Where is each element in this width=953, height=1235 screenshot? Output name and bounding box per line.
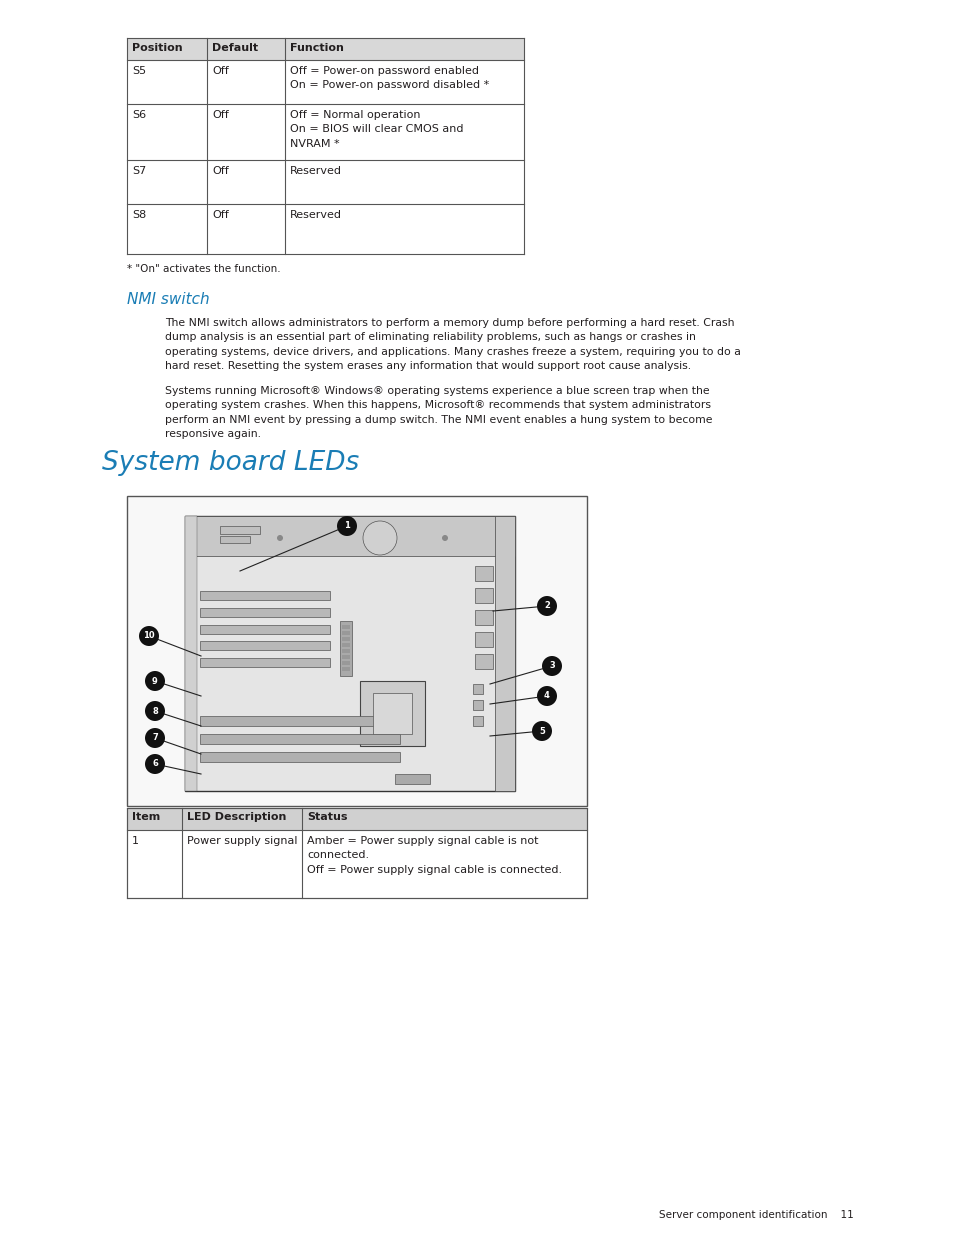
Bar [341, 661, 350, 664]
Text: Reserved: Reserved [290, 210, 341, 220]
Circle shape [532, 721, 552, 741]
Circle shape [363, 521, 396, 555]
Text: 8: 8 [152, 706, 157, 715]
Bar [341, 637, 350, 641]
Bar [127, 496, 586, 806]
Text: 1: 1 [132, 836, 139, 846]
Bar [185, 516, 196, 790]
Circle shape [145, 727, 165, 748]
Text: Function: Function [290, 43, 343, 53]
Bar [475, 588, 493, 603]
Text: Off = Power-on password enabled
On = Power-on password disabled *: Off = Power-on password enabled On = Pow… [290, 65, 489, 90]
Bar [341, 643, 350, 647]
Text: Power supply signal: Power supply signal [187, 836, 297, 846]
Text: Position: Position [132, 43, 182, 53]
Bar [200, 592, 330, 600]
Text: S7: S7 [132, 165, 146, 177]
Bar [395, 774, 430, 784]
Text: Server component identification    11: Server component identification 11 [659, 1210, 853, 1220]
Bar [475, 566, 493, 580]
Bar [341, 667, 350, 671]
Bar [341, 631, 350, 635]
Circle shape [336, 516, 356, 536]
Text: Off: Off [212, 165, 229, 177]
Text: The NMI switch allows administrators to perform a memory dump before performing : The NMI switch allows administrators to … [165, 317, 740, 372]
Text: Amber = Power supply signal cable is not
connected.
Off = Power supply signal ca: Amber = Power supply signal cable is not… [307, 836, 561, 874]
Text: 10: 10 [143, 631, 154, 641]
Bar [341, 655, 350, 659]
Text: 5: 5 [538, 726, 544, 736]
Text: 1: 1 [344, 521, 350, 531]
Text: * "On" activates the function.: * "On" activates the function. [127, 264, 280, 274]
Bar [127, 808, 586, 830]
Text: Off: Off [212, 210, 229, 220]
Bar [185, 516, 515, 790]
Bar [200, 625, 330, 634]
Circle shape [145, 701, 165, 721]
Bar [220, 536, 250, 543]
Text: System board LEDs: System board LEDs [102, 450, 359, 475]
Text: Reserved: Reserved [290, 165, 341, 177]
Circle shape [541, 656, 561, 676]
Circle shape [139, 626, 159, 646]
Bar [341, 625, 350, 629]
Text: Off = Normal operation
On = BIOS will clear CMOS and
NVRAM *: Off = Normal operation On = BIOS will cl… [290, 110, 463, 148]
Circle shape [537, 597, 557, 616]
Bar [473, 700, 482, 710]
Bar [341, 650, 350, 653]
Text: 7: 7 [152, 734, 157, 742]
Circle shape [145, 671, 165, 692]
Bar [475, 632, 493, 647]
Circle shape [537, 685, 557, 706]
Bar [495, 516, 515, 790]
Bar [127, 808, 586, 898]
Text: Systems running Microsoft® Windows® operating systems experience a blue screen t: Systems running Microsoft® Windows® oper… [165, 387, 712, 440]
Text: S5: S5 [132, 65, 146, 77]
Bar [200, 608, 330, 618]
Bar [127, 38, 523, 61]
Bar [473, 684, 482, 694]
Text: 4: 4 [543, 692, 549, 700]
Text: 9: 9 [152, 677, 157, 685]
Bar [200, 641, 330, 650]
Bar [473, 716, 482, 726]
Text: S6: S6 [132, 110, 146, 120]
Bar [475, 655, 493, 669]
Text: Off: Off [212, 65, 229, 77]
Bar [200, 752, 399, 762]
Bar [200, 716, 399, 726]
Bar [359, 680, 424, 746]
Text: S8: S8 [132, 210, 146, 220]
Text: LED Description: LED Description [187, 811, 286, 823]
Bar [220, 526, 260, 534]
Text: 2: 2 [543, 601, 549, 610]
Bar [200, 658, 330, 667]
Bar [339, 621, 352, 676]
Text: Item: Item [132, 811, 160, 823]
Circle shape [145, 755, 165, 774]
Text: 6: 6 [152, 760, 158, 768]
Text: NMI switch: NMI switch [127, 291, 210, 308]
Bar [200, 734, 399, 743]
Text: 3: 3 [549, 662, 555, 671]
Text: Default: Default [212, 43, 258, 53]
Text: Off: Off [212, 110, 229, 120]
Bar [475, 610, 493, 625]
Circle shape [276, 535, 283, 541]
Bar [185, 516, 515, 556]
Text: Status: Status [307, 811, 347, 823]
Circle shape [441, 535, 448, 541]
Bar [373, 693, 412, 734]
